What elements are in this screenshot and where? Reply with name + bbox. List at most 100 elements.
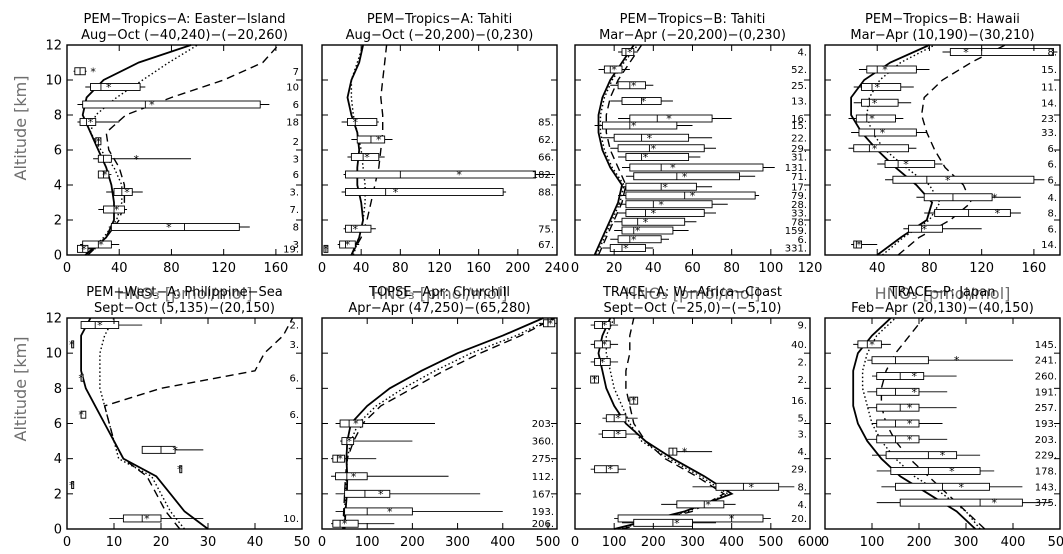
box — [861, 98, 899, 107]
box — [885, 451, 958, 460]
mean-marker: * — [872, 142, 878, 155]
panel-title: TRACE−A: W−Africa−Coast — [602, 285, 782, 300]
box — [633, 172, 740, 181]
model-curve-dashed — [350, 44, 388, 256]
sample-count: 257. — [1035, 403, 1057, 414]
sample-count: 6. — [1047, 144, 1057, 155]
box — [855, 114, 896, 123]
sample-count: 143. — [1035, 482, 1057, 493]
mean-marker: * — [387, 505, 393, 518]
box — [853, 240, 863, 249]
mean-marker: * — [907, 433, 913, 446]
sample-count: 203. — [1035, 435, 1057, 446]
sample-count: 15. — [791, 121, 807, 132]
x-tick-label: 160 — [263, 261, 288, 276]
x-tick-label: 40 — [111, 261, 128, 276]
box — [90, 83, 141, 91]
x-tick-label: 0 — [318, 261, 326, 276]
x-tick-label: 40 — [645, 261, 662, 276]
sample-count: 6 — [293, 100, 299, 111]
mean-marker: * — [346, 435, 352, 448]
sample-count: 8. — [1047, 209, 1057, 220]
sample-count: 79. — [791, 191, 807, 202]
sample-count: 193. — [1035, 419, 1057, 430]
x-tick-label: 100 — [758, 261, 783, 276]
mean-marker: * — [69, 338, 75, 351]
mean-marker: * — [959, 481, 965, 494]
mean-marker: * — [991, 497, 997, 510]
plot-frame — [574, 317, 811, 530]
box — [633, 518, 693, 527]
x-tick-label: 500 — [1048, 535, 1063, 550]
x-tick-label: 0 — [63, 535, 71, 550]
mean-marker: * — [547, 317, 553, 330]
sample-count: 10. — [283, 514, 299, 525]
x-tick-label: 400 — [1001, 535, 1026, 550]
mean-marker: * — [705, 498, 711, 511]
x-tick-label: 120 — [798, 261, 823, 276]
x-tick-label: 40 — [247, 535, 264, 550]
sample-count: 6. — [1047, 160, 1057, 171]
sample-count: 6. — [1047, 224, 1057, 235]
box — [141, 445, 176, 454]
x-tick-label: 300 — [445, 535, 470, 550]
mean-marker: * — [337, 453, 343, 466]
mean-marker: * — [690, 190, 696, 203]
sample-count: 28. — [791, 200, 807, 211]
sample-count: 16. — [791, 396, 807, 407]
mean-marker: * — [124, 186, 130, 199]
box — [876, 419, 920, 428]
mean-marker: * — [874, 81, 880, 94]
mean-marker: * — [627, 46, 633, 59]
x-tick-label: 120 — [969, 261, 994, 276]
panel-subtitle: Mar−Apr (−20,200)−(0,230) — [599, 28, 786, 43]
box — [899, 498, 1023, 507]
x-tick-label: 40 — [353, 261, 370, 276]
mean-marker: * — [643, 216, 649, 229]
mean-marker: * — [682, 446, 688, 459]
sample-count: 8. — [797, 482, 807, 493]
sample-count: 8 — [293, 223, 299, 234]
x-tick-label: 80 — [392, 261, 409, 276]
panel-title: TRACE−P: Japan — [889, 285, 996, 300]
sample-count: 145. — [1035, 340, 1057, 351]
x-tick-label: 0 — [63, 261, 71, 276]
sample-count: 167. — [532, 489, 554, 500]
model-curve-dashed — [597, 44, 643, 256]
panel-title: TOPSE−Apr: Churchill — [368, 285, 510, 300]
sample-count: 14. — [1041, 98, 1057, 109]
x-tick-label: 100 — [602, 535, 627, 550]
mean-marker: * — [376, 134, 382, 147]
sample-count: 6. — [289, 373, 299, 384]
mean-marker: * — [81, 243, 87, 256]
model-curve-solid — [852, 317, 977, 530]
sample-count: 14. — [1041, 240, 1057, 251]
mean-marker: * — [907, 402, 913, 415]
mean-marker: * — [623, 242, 629, 255]
sample-count: 178. — [1035, 466, 1057, 477]
y-tick-label: 8 — [54, 109, 62, 124]
x-axis-label: HNO₃ [pmol/mol] — [875, 284, 1011, 303]
model-curve-dotted — [350, 44, 366, 256]
mean-marker: * — [631, 395, 637, 408]
model-curve-dashed — [621, 317, 726, 530]
model-curve-dashed — [897, 44, 1006, 256]
x-tick-label: 20 — [606, 261, 623, 276]
box — [605, 414, 627, 423]
box — [890, 467, 981, 475]
mean-marker: * — [963, 46, 969, 59]
box — [80, 321, 120, 329]
mean-marker: * — [912, 370, 918, 383]
mean-marker: * — [98, 239, 104, 252]
mean-marker: * — [643, 151, 649, 164]
box — [542, 319, 556, 328]
box — [332, 519, 359, 528]
sample-count: 62. — [538, 135, 554, 146]
x-tick-label: 300 — [954, 535, 979, 550]
panel-title: PEM−Tropics−B: Tahiti — [620, 12, 766, 27]
x-tick-label: 500 — [758, 535, 783, 550]
